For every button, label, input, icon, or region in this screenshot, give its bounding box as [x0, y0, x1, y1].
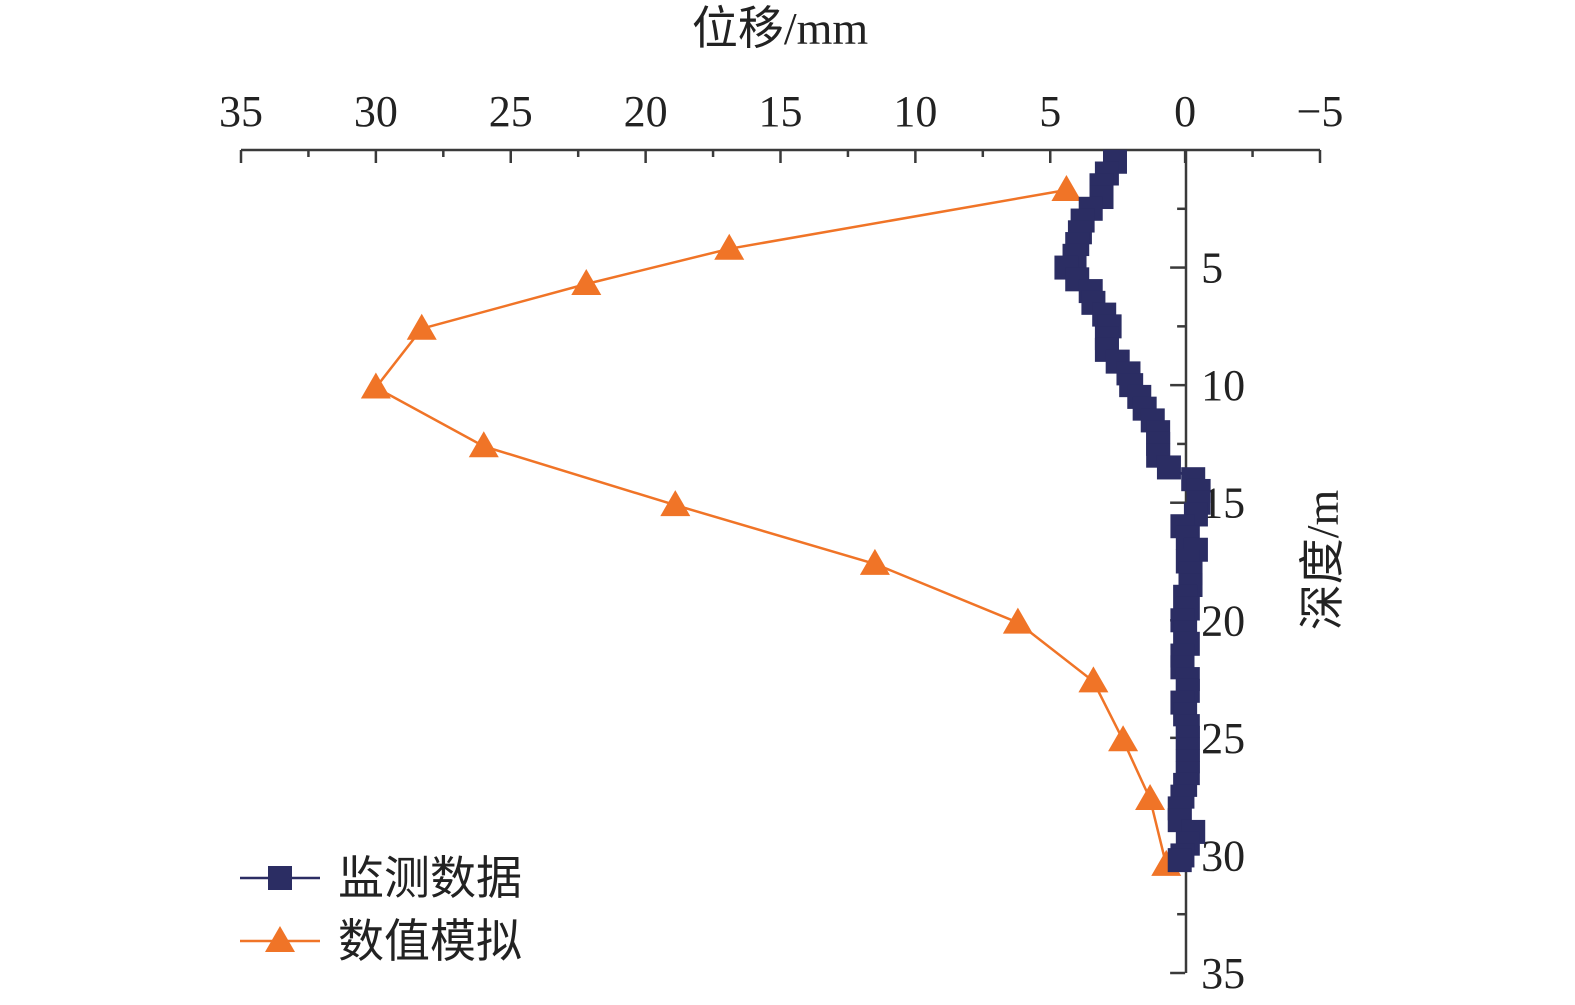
data-point — [660, 490, 691, 517]
data-point — [1167, 848, 1192, 873]
data-point — [360, 372, 391, 399]
x-tick-label: 10 — [893, 87, 937, 136]
legend-item: 监测数据 — [240, 853, 522, 904]
x-ticks: 35 30 25 20 15 10 5 0 −5 — [219, 87, 1343, 163]
x-tick-label: 25 — [489, 87, 533, 136]
x-tick-label: −5 — [1297, 87, 1344, 136]
x-tick-label: 5 — [1039, 87, 1061, 136]
data-point — [1156, 455, 1181, 480]
y-tick-label: 35 — [1201, 949, 1245, 998]
data-point — [1135, 783, 1166, 810]
y-tick-label: 10 — [1201, 361, 1245, 410]
data-point — [1108, 725, 1139, 752]
x-tick-label: 35 — [219, 87, 263, 136]
legend-label: 数值模拟 — [338, 916, 522, 967]
series-triangle — [360, 174, 1182, 876]
data-point — [1078, 666, 1109, 693]
data-point — [468, 431, 499, 458]
x-tick-label: 0 — [1174, 87, 1196, 136]
x-tick-label: 30 — [354, 87, 398, 136]
series-square — [1054, 149, 1211, 873]
data-point — [571, 269, 602, 296]
data-point — [406, 313, 437, 340]
legend-marker — [265, 926, 295, 952]
data-point — [1051, 174, 1082, 201]
data-point — [859, 548, 890, 575]
legend-marker — [268, 866, 292, 890]
y-tick-label: 20 — [1201, 596, 1245, 645]
series-layer — [360, 149, 1211, 876]
legend-label: 监测数据 — [338, 853, 522, 904]
data-point — [714, 233, 745, 260]
y-tick-label: 5 — [1201, 244, 1223, 293]
y-axis-title: 深度/m — [1297, 490, 1348, 631]
series-line — [374, 188, 1168, 866]
x-tick-label: 15 — [759, 87, 803, 136]
x-axis-title: 位移/mm — [692, 3, 869, 54]
x-tick-label: 20 — [624, 87, 668, 136]
legend-item: 数值模拟 — [240, 916, 522, 967]
data-point — [1002, 607, 1033, 634]
y-tick-label: 30 — [1201, 831, 1245, 880]
y-tick-label: 25 — [1201, 714, 1245, 763]
